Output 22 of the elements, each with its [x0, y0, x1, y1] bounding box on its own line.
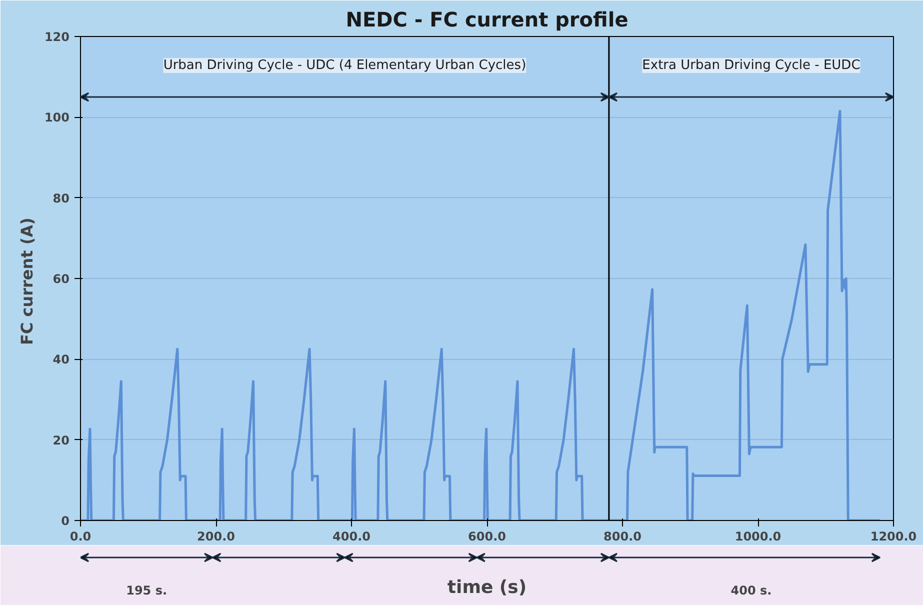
y-axis-title: FC current (A)	[17, 218, 36, 345]
text: 195 s.	[126, 584, 168, 598]
annotation: Extra Urban Driving Cycle - EUDC	[642, 58, 860, 74]
y-tick-label: 60	[52, 272, 70, 286]
x-axis-title: time (s)	[447, 577, 527, 598]
text: 400 s.	[730, 584, 772, 598]
x-tick-label: 200.0	[197, 530, 235, 544]
x-tick-label: 800.0	[604, 530, 642, 544]
line-series	[80, 110, 882, 520]
x-tick-label: 1000.0	[734, 530, 782, 544]
x-tick-label: 400.0	[332, 530, 370, 544]
y-tick-label: 120	[44, 30, 70, 44]
y-tick-label: 100	[44, 110, 70, 125]
x-tick-label: 600.0	[468, 530, 506, 544]
y-tick-label: 80	[52, 191, 70, 206]
x-tick-label: 1200.0	[870, 530, 917, 544]
x-tick-label: 0.0	[70, 530, 92, 544]
y-tick-label: 40	[52, 352, 70, 367]
annotation: Urban Driving Cycle - UDC (4 Elementary Urban Cycles)	[163, 58, 526, 74]
y-tick-label: 0	[61, 514, 70, 528]
chart-title: NEDC - FC current profile	[346, 8, 628, 32]
y-tick-label: 20	[52, 433, 70, 448]
